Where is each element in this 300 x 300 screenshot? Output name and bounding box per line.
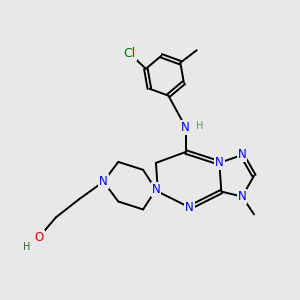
Text: N: N: [99, 175, 108, 188]
Text: O: O: [34, 231, 44, 244]
Text: N: N: [238, 190, 247, 203]
Text: N: N: [215, 156, 224, 170]
Text: N: N: [181, 121, 190, 134]
Text: N: N: [238, 148, 247, 161]
Text: H: H: [196, 121, 204, 131]
Text: N: N: [185, 201, 194, 214]
Text: Cl: Cl: [123, 47, 136, 60]
Text: H: H: [23, 242, 30, 252]
Text: N: N: [152, 183, 160, 196]
